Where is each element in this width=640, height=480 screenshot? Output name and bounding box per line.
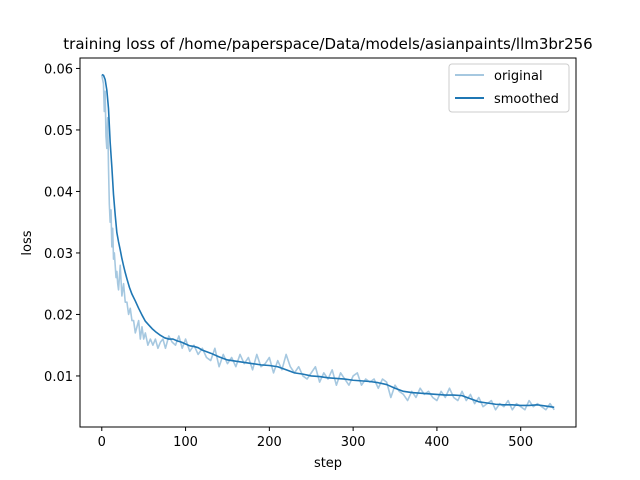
legend-original-label: original xyxy=(494,69,543,84)
x-tick-label: 400 xyxy=(425,435,450,450)
y-tick-label: 0.03 xyxy=(44,247,73,262)
x-tick-label: 0 xyxy=(98,435,106,450)
axes-frame xyxy=(79,57,577,428)
y-tick-label: 0.06 xyxy=(44,62,73,77)
y-axis-label: loss xyxy=(20,230,35,255)
series-line-smoothed xyxy=(101,73,555,409)
chart-title: training loss of /home/paperspace/Data/m… xyxy=(63,35,592,53)
y-tick-label: 0.05 xyxy=(44,124,73,139)
x-tick-label: 100 xyxy=(173,435,198,450)
legend-smoothed-label: smoothed xyxy=(494,92,559,107)
y-tick-label: 0.01 xyxy=(44,370,73,385)
y-tick-label: 0.02 xyxy=(44,308,73,323)
axis-ticks: 0 100 200 300 400 500 0.01 0.02 0.03 0.04 0.05 0.06 xyxy=(44,62,533,450)
series-line-original xyxy=(100,75,555,411)
x-tick-label: 200 xyxy=(257,435,282,450)
legend: original smoothed xyxy=(448,63,570,113)
plot-area xyxy=(100,73,555,411)
x-tick-label: 300 xyxy=(341,435,366,450)
x-axis-label: step xyxy=(314,456,342,471)
x-tick-label: 500 xyxy=(508,435,533,450)
y-tick-label: 0.04 xyxy=(44,185,73,200)
